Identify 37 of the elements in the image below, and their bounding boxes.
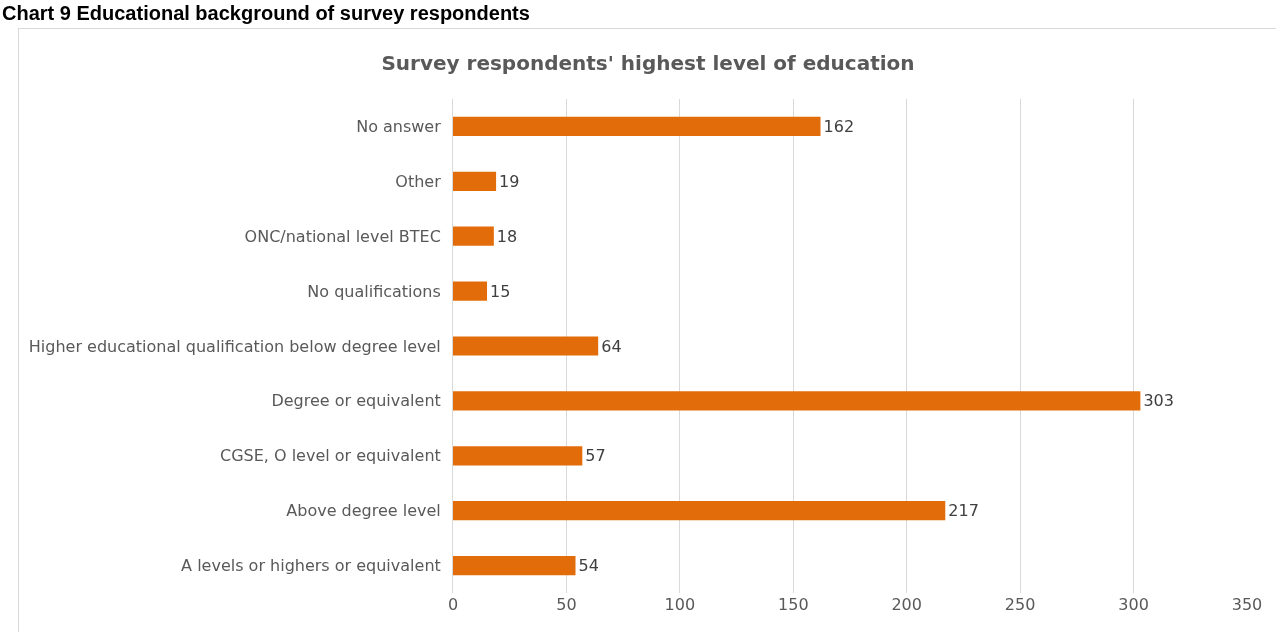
bar	[453, 391, 1141, 411]
data-label: 162	[823, 116, 855, 136]
y-tick-label: Higher educational qualification below degree level	[28, 336, 441, 356]
x-tick-label: 150	[778, 595, 809, 614]
y-tick-label: No qualifications	[307, 281, 441, 301]
bar	[453, 446, 583, 466]
x-tick-label: 200	[891, 595, 922, 614]
data-label: 15	[490, 281, 511, 301]
data-label: 54	[578, 556, 599, 576]
y-tick-label: Other	[395, 171, 442, 191]
y-tick-label: No answer	[356, 117, 442, 137]
x-tick-label: 0	[447, 595, 459, 614]
bar	[453, 116, 821, 137]
y-tick-label: A levels or highers or equivalent	[181, 556, 441, 576]
bar	[453, 281, 488, 301]
data-label: 19	[499, 171, 520, 191]
data-label: 57	[585, 446, 606, 466]
y-tick-label: ONC/national level BTEC	[244, 226, 441, 246]
chart-subtitle: Survey respondents' highest level of education	[381, 51, 915, 76]
y-tick-label: CGSE, O level or equivalent	[219, 446, 441, 466]
bar	[453, 226, 494, 246]
data-label: 217	[948, 501, 979, 521]
x-tick-label: 350	[1231, 595, 1263, 614]
x-tick-label: 300	[1118, 595, 1149, 614]
bar	[453, 501, 946, 521]
bar	[453, 171, 497, 191]
x-tick-label: 50	[556, 595, 577, 614]
bar	[453, 336, 599, 356]
data-label: 303	[1143, 391, 1174, 411]
y-tick-label: Degree or equivalent	[271, 391, 441, 411]
x-tick-label: 250	[1004, 595, 1036, 614]
data-label: 64	[601, 336, 622, 356]
y-tick-label: Above degree level	[286, 501, 441, 521]
bar	[453, 555, 576, 576]
x-tick-label: 100	[664, 595, 696, 614]
text: Chart 9 Educational background of survey respondents	[1, 1, 531, 26]
data-label: 18	[496, 226, 518, 246]
